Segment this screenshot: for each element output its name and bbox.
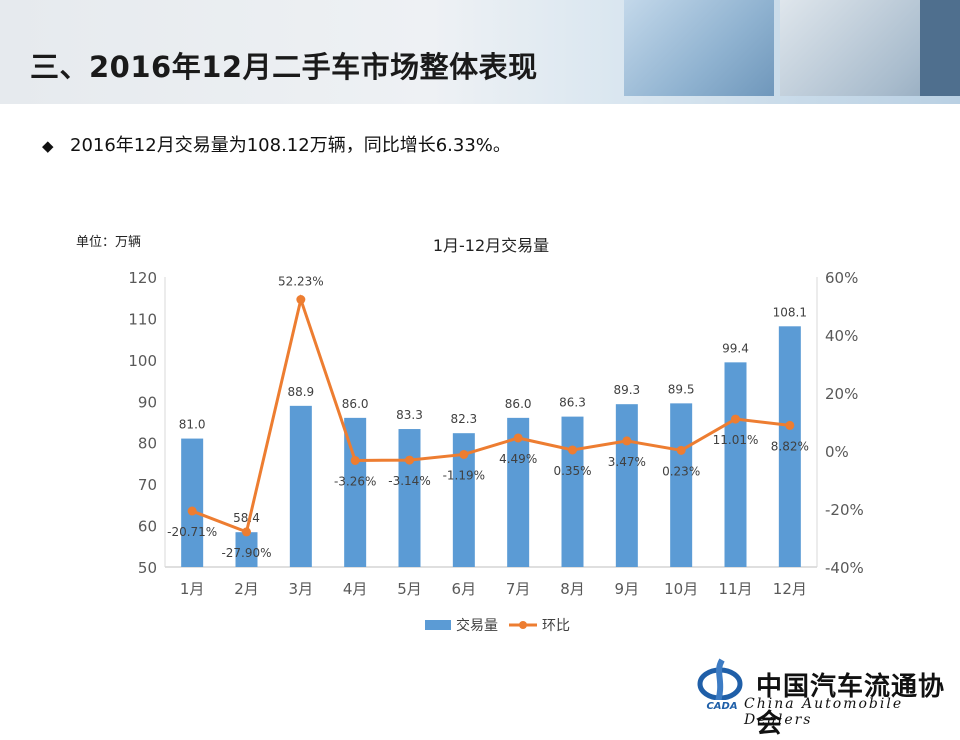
x-tick-label: 10月 — [664, 580, 698, 598]
bar-data-label: 89.5 — [668, 382, 695, 396]
line-point — [405, 455, 414, 465]
decorative-cube — [624, 0, 774, 96]
line-point — [731, 414, 740, 424]
bar — [778, 326, 801, 567]
diamond-bullet-icon: ◆ — [42, 137, 54, 155]
bar-data-label: 89.3 — [613, 383, 640, 397]
line-data-label: -20.71% — [167, 525, 217, 539]
line-point — [622, 436, 632, 446]
bar-data-label: 86.0 — [342, 397, 369, 411]
summary-text: 2016年12月交易量为108.12万辆，同比增长6.33%。 — [70, 135, 511, 156]
line-data-label: -27.90% — [221, 546, 271, 560]
bar-data-label: 81.0 — [179, 418, 206, 432]
bar-data-label: 58.4 — [233, 511, 260, 525]
y-left-tick-label: 60 — [138, 518, 157, 536]
y-left-tick-label: 90 — [138, 393, 157, 411]
line-series-path — [191, 294, 791, 534]
header-banner — [0, 0, 960, 104]
line-point — [676, 445, 686, 455]
x-tick-label: 7月 — [506, 580, 531, 598]
logo-name-en: China Automobile Dealers — [744, 696, 904, 728]
cada-emblem-icon: CADA — [697, 658, 746, 712]
x-tick-label: 6月 — [452, 580, 477, 598]
x-tick-label: 9月 — [615, 580, 640, 598]
legend-line-label: 环比 — [542, 618, 570, 634]
emblem-text: CADA — [706, 701, 737, 712]
summary-bullet: ◆ 2016年12月交易量为108.12万辆，同比增长6.33%。 — [42, 131, 511, 157]
x-tick-label: 2月 — [234, 580, 259, 598]
x-tick-label: 11月 — [718, 580, 752, 598]
y-right-tick-label: 40% — [825, 327, 858, 345]
bar — [615, 404, 638, 567]
x-tick-label: 12月 — [773, 580, 807, 598]
y-right-tick-label: 0% — [825, 443, 849, 461]
bar-data-label: 88.9 — [287, 385, 314, 399]
bar — [398, 429, 421, 567]
bar — [235, 532, 258, 567]
line-data-label: 8.82% — [771, 439, 809, 453]
line-point — [242, 527, 251, 537]
line-data-label: -3.14% — [388, 474, 430, 488]
bar-data-label: 86.0 — [505, 397, 532, 411]
decorative-cube — [920, 0, 960, 96]
line-data-label: -1.19% — [443, 468, 485, 482]
x-tick-label: 5月 — [397, 580, 422, 598]
legend-bar-label: 交易量 — [456, 617, 498, 634]
line-point — [785, 420, 795, 430]
x-tick-label: 3月 — [289, 580, 314, 598]
line-point — [296, 295, 306, 305]
chart-title: 1月-12月交易量 — [433, 236, 549, 255]
x-tick-label: 8月 — [560, 580, 585, 598]
bar — [181, 438, 204, 567]
y-right-tick-label: 20% — [825, 385, 858, 403]
bar-data-label: 99.4 — [722, 341, 749, 355]
legend-line-marker — [519, 621, 527, 629]
line-data-label: 3.47% — [608, 455, 646, 469]
y-left-tick-label: 50 — [138, 559, 157, 577]
y-left-tick-label: 120 — [128, 269, 157, 287]
line-data-label: 0.23% — [662, 464, 700, 478]
line-point — [459, 449, 469, 459]
bar-data-label: 83.3 — [396, 408, 423, 422]
x-tick-label: 1月 — [180, 580, 205, 598]
y-left-tick-label: 110 — [128, 310, 157, 328]
line-data-label: 11.01% — [713, 433, 759, 447]
line-data-label: -3.26% — [334, 474, 376, 488]
page-title: 三、2016年12月二手车市场整体表现 — [30, 50, 538, 84]
y-left-tick-label: 80 — [138, 435, 157, 453]
line-data-label: 0.35% — [553, 464, 591, 478]
line-data-label: 52.23% — [278, 275, 324, 289]
bar — [452, 433, 475, 567]
y-right-tick-label: -40% — [825, 559, 864, 577]
volume-chart: 1月-12月交易量 50 60 70 80 90 100 110 120 -40% -20% 0% 20… — [128, 236, 864, 634]
line-point — [187, 506, 197, 516]
line-point — [568, 445, 577, 455]
line-data-label: 4.49% — [499, 452, 537, 466]
cada-logo: CADA 中国汽车流通协会 China Automobile Dealers — [696, 656, 954, 739]
line-point — [513, 433, 523, 443]
x-tick-label: 4月 — [343, 580, 368, 598]
y-right-tick-label: -20% — [825, 501, 864, 519]
bar-data-label: 86.3 — [559, 396, 586, 410]
legend-bar-swatch — [425, 620, 451, 630]
bar — [507, 417, 530, 567]
y-left-tick-label: 70 — [138, 476, 157, 494]
bar-data-label: 82.3 — [450, 412, 477, 426]
unit-label: 单位：万辆 — [76, 235, 142, 250]
bar — [344, 417, 367, 567]
bar — [561, 416, 584, 567]
bar — [289, 405, 312, 567]
bar — [670, 403, 693, 567]
y-right-tick-label: 60% — [825, 269, 858, 287]
y-left-tick-label: 100 — [128, 352, 157, 370]
bar-data-label: 108.1 — [773, 305, 807, 319]
line-point — [350, 455, 360, 465]
bar — [724, 362, 747, 567]
